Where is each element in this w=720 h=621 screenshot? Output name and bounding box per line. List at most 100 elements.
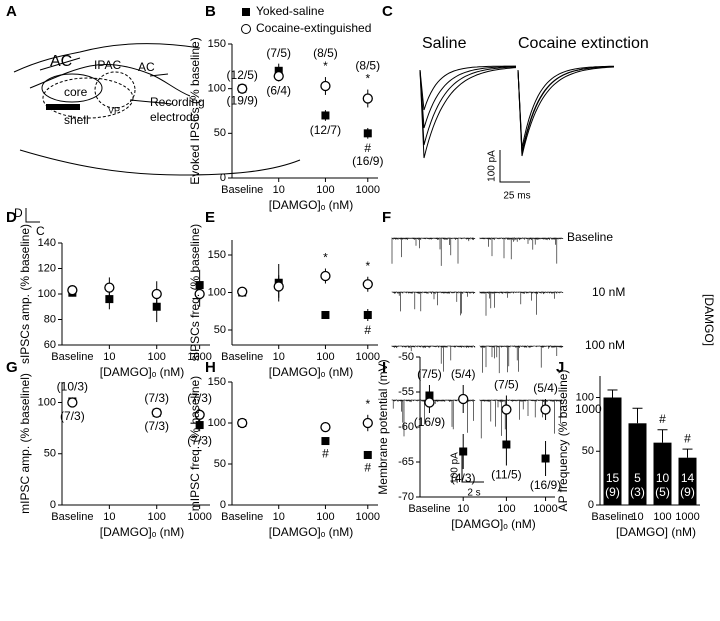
y-tick-label: 0 (588, 499, 594, 511)
annotation: (16/9) (352, 154, 383, 168)
x-axis-label: [DAMGO]ₒ (nM) (100, 525, 185, 539)
point (458, 393, 469, 405)
y-tick-label: -55 (398, 386, 414, 398)
diagram-label: D (14, 206, 23, 220)
electrode (46, 104, 80, 110)
x-tick-label: 10 (273, 184, 285, 196)
outline (29, 63, 191, 97)
point (424, 397, 435, 408)
annotation: * (323, 59, 328, 73)
point (273, 71, 284, 82)
y-tick-label: 50 (214, 324, 226, 336)
annotation: (16/9) (414, 415, 445, 429)
x-tick-label: 100 (497, 503, 515, 515)
x-tick-label: 100 (148, 351, 166, 363)
trace (479, 345, 564, 374)
outline (19, 149, 301, 176)
trace (391, 237, 476, 266)
annotation: * (365, 397, 370, 411)
y-tick-label: 100 (208, 417, 226, 429)
annotation: (19/9) (227, 94, 258, 108)
annotation: (11/5) (491, 468, 521, 482)
bar (653, 442, 672, 505)
y-tick-label: 50 (214, 127, 226, 139)
x-tick-label: 10 (273, 351, 285, 363)
scale-label: 100 pA (487, 150, 498, 182)
point (194, 288, 205, 300)
x-tick-label: 1000 (675, 511, 699, 523)
brain-diagram (13, 43, 301, 223)
annotation: (7/3) (144, 391, 169, 405)
diagram-label: electrode (150, 110, 200, 124)
annotation: (6/4) (266, 84, 291, 98)
x-tick-label: 1000 (356, 184, 380, 196)
x-tick-label: 1000 (356, 511, 380, 523)
point (237, 417, 248, 429)
pointer (129, 73, 173, 105)
annotation: (12/7) (310, 123, 341, 137)
y-tick-label: 50 (582, 445, 594, 457)
y-tick-label: 0 (220, 499, 226, 511)
trace (479, 291, 564, 316)
x-tick-label: 100 (316, 511, 334, 523)
legend-label: Cocaine-extinguished (256, 21, 371, 35)
x-tick-label: Baseline (221, 511, 263, 523)
y-axis-label: mIPSC amp. (% baselinel) (18, 373, 32, 514)
point (541, 454, 550, 463)
annotation: * (365, 259, 370, 273)
panel-label: J (556, 359, 564, 376)
point (273, 281, 284, 292)
trace (419, 65, 516, 111)
x-tick-label: 100 (148, 511, 166, 523)
x-tick-label: 10 (103, 511, 115, 523)
x-tick-label: Baseline (221, 184, 263, 196)
point (320, 270, 331, 282)
point (67, 285, 78, 296)
y-tick-label: 150 (208, 376, 226, 388)
outline (13, 43, 201, 73)
y-axis-label: mIPSC freq. (% baseline) (188, 376, 202, 511)
y-tick-label: 0 (50, 499, 56, 511)
x-tick-label: Baseline (51, 351, 93, 363)
vp-region (94, 71, 136, 109)
y-tick-label: 140 (38, 237, 56, 249)
trace-title: Saline (422, 35, 467, 52)
point (501, 404, 512, 415)
annotation: (16/9) (530, 478, 561, 492)
trace (419, 66, 517, 146)
count-label: 5 (634, 471, 641, 485)
point (237, 286, 248, 297)
trace (419, 67, 517, 159)
x-tick-label: Baseline (51, 511, 93, 523)
annotation: (4/3) (451, 471, 476, 485)
annotation: (7/3) (144, 419, 169, 433)
row-label: Baseline (567, 230, 613, 244)
y-tick-label: 100 (38, 288, 56, 300)
panel-label: H (205, 359, 216, 376)
y-tick-label: 120 (38, 262, 56, 274)
legend-marker (241, 24, 251, 34)
x-axis-label: [DAMGO]ₒ (nM) (269, 525, 354, 539)
point (321, 437, 330, 446)
annotation: (7/3) (187, 433, 212, 447)
y-tick-label: -60 (398, 421, 414, 433)
annotation: * (365, 72, 370, 86)
point (195, 421, 204, 430)
y-axis-label: sIPSCs freq. (% baseline) (188, 224, 202, 361)
orientation (25, 208, 40, 223)
side-label: [DAMGO] (702, 294, 716, 346)
y-tick-label: 50 (214, 458, 226, 470)
annotation: (7/5) (494, 378, 519, 392)
core-region (41, 73, 103, 103)
diagram-label: AC (138, 60, 155, 74)
x-axis-label: [DAMGO]ₒ (nM) (451, 517, 536, 531)
y-axis-label: Membrane potential (mV) (376, 359, 390, 494)
x-axis-label: [DAMGO]ₒ (nM) (269, 198, 354, 212)
y-axis-label: Evoked IPSCs (% baseline) (188, 37, 202, 184)
point (362, 279, 373, 290)
point (237, 83, 248, 94)
x-tick-label: Baseline (221, 351, 263, 363)
x-tick-label: 1000 (187, 351, 211, 363)
point (320, 421, 331, 433)
